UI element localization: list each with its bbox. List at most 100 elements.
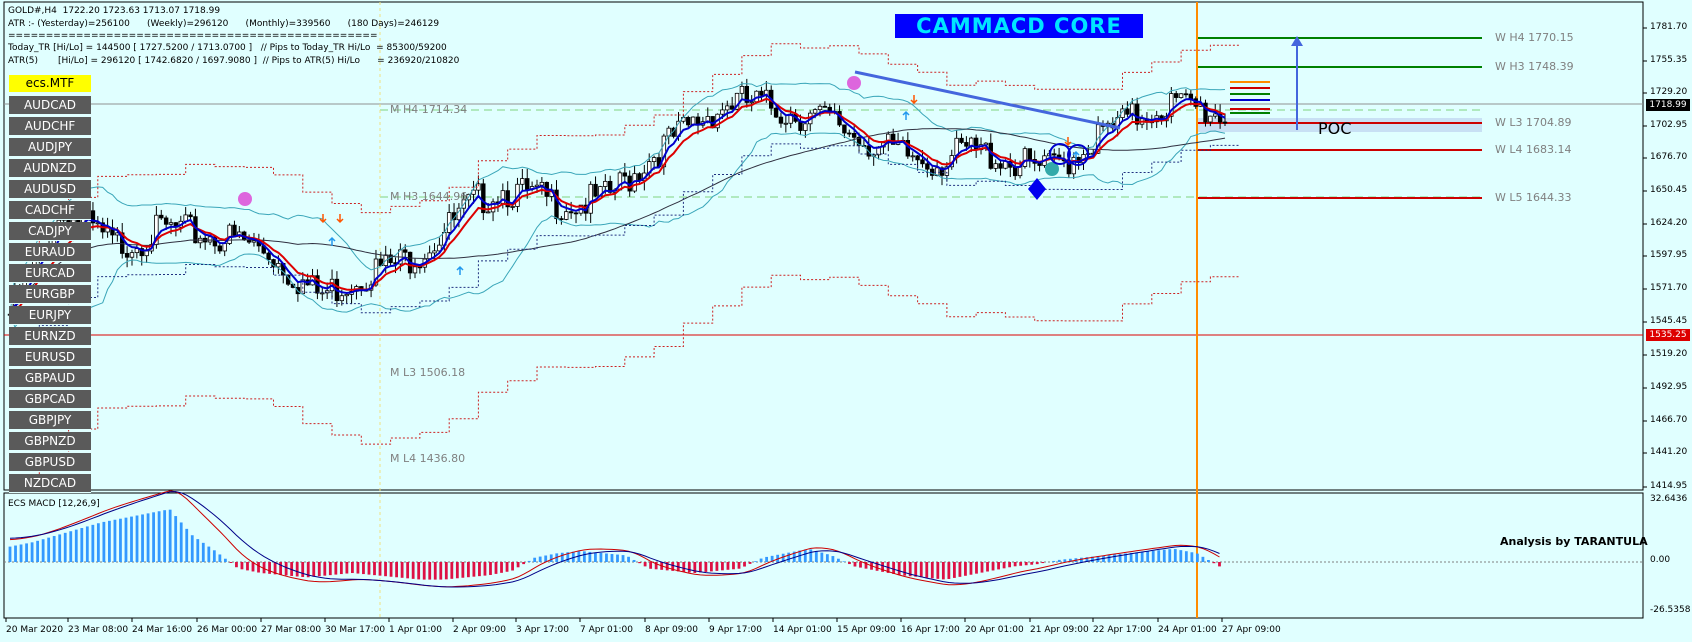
pair-button-gbpusd[interactable]: GBPUSD	[9, 453, 91, 472]
macd-histogram-bar	[384, 562, 387, 577]
macd-histogram-bar	[682, 562, 686, 572]
candle-body	[920, 159, 925, 165]
price-tick-label: 1729.20	[1650, 87, 1688, 97]
pair-button-eurusd[interactable]: EURUSD	[9, 348, 91, 367]
weekly-level-label: W H3 1748.39	[1495, 60, 1574, 73]
candle-body	[934, 167, 940, 176]
candle-body	[1071, 156, 1076, 175]
separator-line: ========================================…	[8, 31, 378, 41]
macd-histogram-bar	[494, 562, 498, 574]
candle-body	[1183, 93, 1189, 96]
pair-button-eurjpy[interactable]: EURJPY	[9, 306, 91, 325]
macd-histogram-bar	[163, 510, 167, 562]
candle-body	[124, 253, 130, 258]
macd-histogram-bar	[323, 562, 327, 576]
pair-button-audusd[interactable]: AUDUSD	[9, 180, 91, 199]
macd-histogram-bar	[284, 562, 288, 576]
macd-histogram-bar	[483, 562, 487, 576]
pair-button-audjpy[interactable]: AUDJPY	[9, 138, 91, 157]
atr-line: ATR :- (Yesterday)=256100 (Weekly)=29612…	[8, 19, 440, 29]
macd-histogram-bar	[229, 562, 233, 563]
pair-button-audcad[interactable]: AUDCAD	[9, 96, 91, 115]
price-tick-label: 1519.20	[1650, 349, 1688, 359]
pair-button-gbpjpy[interactable]: GBPJPY	[9, 411, 91, 430]
time-tick-label: 3 Apr 17:00	[516, 625, 569, 635]
candle-body	[525, 178, 530, 190]
macd-histogram-bar	[14, 545, 17, 562]
macd-histogram-bar	[63, 532, 67, 562]
pair-button-gbpcad[interactable]: GBPCAD	[9, 390, 91, 409]
candle-body	[217, 245, 223, 252]
monthly-level-label: M H4 1714.34	[390, 103, 468, 116]
pair-button-cadchf[interactable]: CADCHF	[9, 201, 91, 220]
macd-histogram-bar	[544, 555, 548, 562]
candle-body	[593, 183, 598, 197]
macd-histogram-bar	[632, 559, 636, 562]
price-tick-label: 1571.70	[1650, 283, 1688, 293]
macd-histogram-bar	[643, 562, 647, 567]
macd-histogram-bar	[74, 529, 78, 562]
monthly-level-label: M L4 1436.80	[390, 452, 466, 465]
time-tick-label: 24 Mar 16:00	[132, 625, 193, 635]
candle-body	[988, 142, 993, 169]
pair-button-eurcad[interactable]: EURCAD	[9, 264, 91, 283]
today-tr-line: Today_TR [Hi/Lo] = 144500 [ 1727.5200 / …	[8, 43, 447, 53]
macd-histogram-bar	[859, 562, 862, 568]
candle-body	[120, 232, 125, 254]
macd-histogram-bar	[765, 556, 769, 562]
candle-body	[925, 163, 930, 170]
macd-histogram-bar	[185, 528, 189, 562]
pair-button-cadjpy[interactable]: CADJPY	[9, 222, 91, 241]
pair-button-nzdcad[interactable]: NZDCAD	[9, 474, 91, 493]
pair-button-euraud[interactable]: EURAUD	[9, 243, 91, 262]
macd-histogram-bar	[1019, 562, 1023, 566]
candle-body	[959, 137, 964, 143]
sell-arrow-icon	[1064, 137, 1072, 147]
pair-button-audnzd[interactable]: AUDNZD	[9, 159, 91, 178]
macd-histogram-bar	[947, 562, 951, 579]
macd-histogram-bar	[306, 562, 310, 578]
candle-body	[559, 218, 564, 221]
candle-body	[603, 180, 608, 187]
macd-histogram-bar	[1207, 560, 1210, 562]
macd-histogram-bar	[919, 562, 923, 578]
macd-histogram-bar	[489, 562, 492, 575]
pair-button-eurnzd[interactable]: EURNZD	[9, 327, 91, 346]
price-tick-label: 1545.45	[1650, 316, 1688, 326]
macd-histogram-bar	[212, 550, 216, 562]
pair-button-gbpaud[interactable]: GBPAUD	[9, 369, 91, 388]
macd-histogram-bar	[179, 522, 183, 562]
macd-histogram-bar	[1157, 550, 1161, 562]
trendline	[854, 70, 1121, 130]
current-price-tag: 1718.99	[1646, 99, 1690, 111]
macd-histogram-bar	[135, 515, 139, 562]
bollinger-upper	[9, 82, 1226, 315]
macd-signal-line	[9, 490, 1220, 588]
macd-histogram-bar	[693, 562, 697, 573]
pair-button-audchf[interactable]: AUDCHF	[9, 117, 91, 136]
monthly-level-label: M H3 1644.96	[390, 190, 468, 203]
title-banner: CAMMACD CORE	[895, 14, 1143, 38]
macd-histogram-bar	[809, 549, 813, 562]
poc-arrow-head	[1291, 36, 1303, 46]
macd-histogram-bar	[1218, 562, 1221, 567]
pair-button-gbpnzd[interactable]: GBPNZD	[9, 432, 91, 451]
macd-histogram-bar	[837, 558, 840, 562]
macd-histogram-bar	[1041, 562, 1045, 564]
macd-histogram-bar	[511, 562, 514, 571]
candle-body	[139, 248, 144, 257]
macd-histogram-bar	[500, 562, 503, 573]
macd-histogram-bar	[831, 556, 835, 562]
pair-button-eurgbp[interactable]: EURGBP	[9, 285, 91, 304]
macd-histogram-bar	[792, 551, 796, 562]
macd-histogram-bar	[406, 562, 410, 579]
symbol-ohlc-line: GOLD#,H4 1722.20 1723.63 1713.07 1718.99	[8, 6, 221, 16]
macd-histogram-bar	[715, 562, 719, 571]
macd-histogram-bar	[1002, 562, 1006, 569]
macd-histogram-bar	[113, 519, 117, 562]
macd-histogram-bar	[952, 562, 956, 578]
candle-body	[339, 295, 345, 302]
macd-histogram-bar	[1151, 550, 1155, 562]
